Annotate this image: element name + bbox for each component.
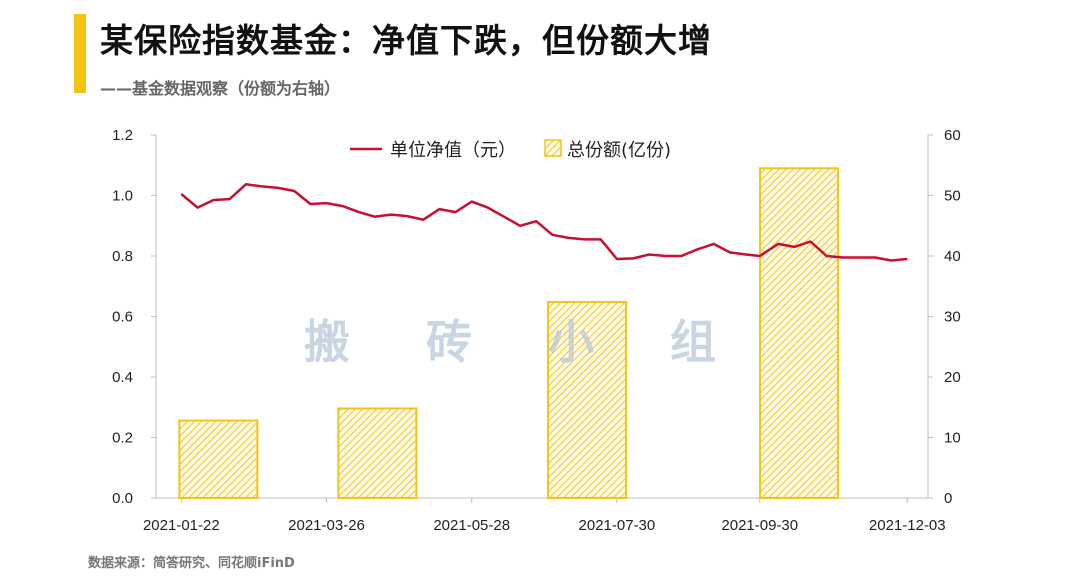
x-tick-label: 2021-05-28 <box>433 517 510 534</box>
right-tick-label: 40 <box>944 248 961 265</box>
watermark-text: 搬 砖 小 组 <box>304 315 746 369</box>
left-tick-label: 1.0 <box>112 188 133 205</box>
left-tick-label: 0.0 <box>112 490 133 507</box>
left-tick-label: 0.8 <box>112 248 133 265</box>
x-tick-label: 2021-07-30 <box>579 517 656 534</box>
right-tick-label: 30 <box>944 309 961 326</box>
right-tick-label: 60 <box>944 127 961 144</box>
page-title: 某保险指数基金：净值下跌，但份额大增 <box>100 21 712 60</box>
nav-line <box>180 183 908 262</box>
share-bar <box>178 419 259 499</box>
legend-line-label: 单位净值（元） <box>390 140 516 161</box>
data-source-note: 数据来源：简答研究、同花顺iFinD <box>88 556 295 571</box>
share-bar <box>759 167 840 499</box>
share-bar <box>337 407 418 499</box>
right-tick-label: 0 <box>944 490 952 507</box>
x-tick-label: 2021-03-26 <box>288 517 365 534</box>
right-tick-label: 20 <box>944 369 961 386</box>
left-tick-label: 1.2 <box>112 127 133 144</box>
left-tick-label: 0.6 <box>112 309 133 326</box>
right-tick-label: 50 <box>944 188 961 205</box>
title-accent-bar <box>74 14 86 93</box>
legend-bar-swatch <box>544 139 562 157</box>
x-tick-label: 2021-01-22 <box>143 517 220 534</box>
page-subtitle: ——基金数据观察（份额为右轴） <box>100 79 341 98</box>
left-tick-label: 0.2 <box>112 430 133 447</box>
legend-bar-label: 总份额(亿份) <box>567 140 671 161</box>
left-tick-label: 0.4 <box>112 369 133 386</box>
share-bar <box>547 300 628 500</box>
x-tick-label: 2021-12-03 <box>869 517 946 534</box>
right-tick-label: 10 <box>944 430 961 447</box>
x-tick-label: 2021-09-30 <box>721 517 798 534</box>
